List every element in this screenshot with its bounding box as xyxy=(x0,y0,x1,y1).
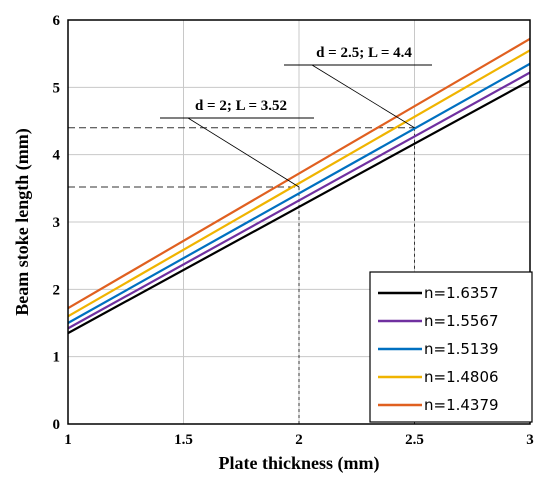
legend-label: n=1.5139 xyxy=(424,340,499,358)
legend-label: n=1.6357 xyxy=(424,284,499,302)
annotation-label: d = 2.5; L = 4.4 xyxy=(316,45,412,61)
x-tick-label: 2.5 xyxy=(405,432,424,448)
y-tick-label: 0 xyxy=(53,417,61,433)
y-axis-title: Beam stoke length (mm) xyxy=(12,128,33,315)
series-line xyxy=(67,71,531,330)
y-tick-label: 1 xyxy=(53,350,61,366)
y-tick-label: 6 xyxy=(53,13,61,29)
x-tick-label: 1 xyxy=(64,432,72,448)
plot-frame xyxy=(67,19,531,425)
annotations: d = 2; L = 3.52 d = 2.5; L = 4.4 xyxy=(160,45,432,188)
annotation-label: d = 2; L = 3.52 xyxy=(195,98,287,114)
series-line xyxy=(67,37,531,310)
y-tick-label: 3 xyxy=(53,215,61,231)
legend-box xyxy=(369,271,533,423)
legend-label: n=1.5567 xyxy=(424,312,499,330)
series-line xyxy=(67,79,531,335)
legend-label: n=1.4379 xyxy=(424,396,499,414)
x-tick-label: 3 xyxy=(526,432,534,448)
legend-label: n=1.4806 xyxy=(424,368,499,386)
legend: n=1.6357 n=1.5567 n=1.5139 n=1.4806 n=1.4379 xyxy=(369,271,533,423)
annotation-leader xyxy=(311,64,415,129)
x-tick-label: 1.5 xyxy=(174,432,193,448)
series-lines xyxy=(67,37,531,335)
y-tick-label: 4 xyxy=(53,148,61,164)
series-line xyxy=(67,49,531,318)
y-tick-label: 2 xyxy=(53,282,61,298)
x-axis-title: Plate thickness (mm) xyxy=(219,453,380,474)
series-line xyxy=(67,62,531,324)
annotation-leader xyxy=(187,117,300,188)
x-tick-label: 2 xyxy=(295,432,303,448)
y-tick-label: 5 xyxy=(53,80,61,96)
